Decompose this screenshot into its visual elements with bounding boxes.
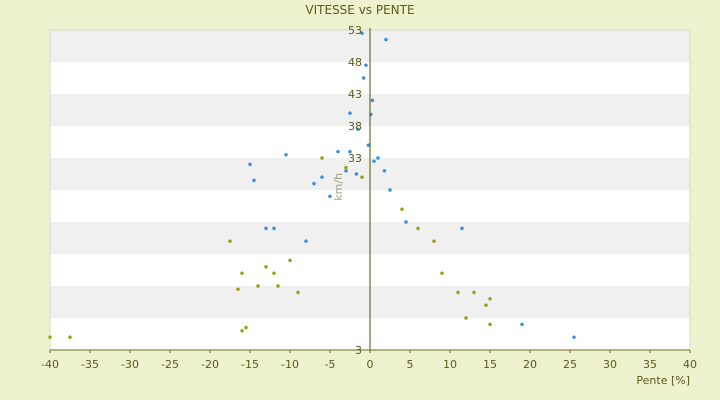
scatter-point — [320, 175, 324, 179]
x-tick-label: 25 — [563, 358, 577, 371]
scatter-point — [336, 149, 340, 154]
scatter-point — [440, 271, 444, 276]
scatter-point — [240, 271, 244, 276]
y-tick-label: 33 — [348, 152, 362, 165]
scatter-point — [228, 239, 232, 243]
y-tick-label: 43 — [348, 88, 362, 101]
scatter-point — [348, 111, 352, 115]
scatter-point — [370, 98, 375, 103]
scatter-point — [400, 207, 404, 211]
scatter-point — [320, 156, 324, 160]
scatter-point — [572, 335, 576, 340]
scatter-point — [356, 127, 360, 131]
scatter-point — [384, 37, 388, 42]
scatter-point — [264, 264, 268, 269]
y-tick-label: 53 — [348, 24, 362, 37]
scatter-point — [488, 322, 492, 327]
scatter-point — [288, 258, 292, 263]
x-tick-labels: -40 -35 -30 -25 -20 -15 -10 -5 0 5 10 15 20 25 30 35 40 — [41, 350, 697, 371]
scatter-point — [388, 188, 392, 192]
x-tick-label: 35 — [643, 358, 657, 371]
scatter-point — [304, 239, 308, 243]
scatter-point — [360, 31, 364, 36]
scatter-point — [456, 290, 460, 295]
scatter-point — [344, 165, 348, 170]
y-tick-label: 3 — [355, 344, 362, 357]
scatter-point — [264, 226, 268, 231]
scatter-point — [488, 296, 492, 301]
x-tick-label: -40 — [41, 358, 59, 371]
data-points — [48, 31, 576, 340]
x-tick-label: -25 — [161, 358, 179, 371]
scatter-point — [284, 152, 288, 157]
scatter-point — [484, 303, 488, 308]
x-tick-label: 5 — [407, 358, 414, 371]
scatter-point — [460, 226, 464, 231]
scatter-point — [360, 175, 364, 179]
scatter-point — [404, 220, 408, 224]
scatter-point — [272, 226, 276, 231]
scatter-point — [376, 156, 380, 160]
scatter-point — [244, 325, 248, 330]
x-tick-label: 15 — [483, 358, 497, 371]
x-tick-label: 20 — [523, 358, 537, 371]
x-tick-label: 40 — [683, 358, 697, 371]
x-tick-label: -10 — [281, 358, 299, 371]
scatter-point — [248, 162, 252, 167]
scatter-point — [48, 335, 52, 340]
scatter-point — [382, 168, 387, 173]
scatter-point — [520, 322, 524, 327]
x-tick-label: -30 — [121, 358, 139, 371]
x-tick-label: -5 — [325, 358, 336, 371]
y-axis-label: km/h — [332, 173, 345, 201]
x-tick-label: 0 — [367, 358, 374, 371]
scatter-point — [464, 316, 468, 320]
scatter-point — [312, 181, 316, 186]
y-tick-label: 48 — [348, 56, 362, 69]
scatter-point — [256, 284, 260, 288]
scatter-point — [236, 287, 240, 292]
scatter-point — [432, 239, 436, 243]
scatter-point — [68, 335, 72, 340]
scatter-point — [240, 328, 244, 333]
scatter-point — [372, 159, 376, 163]
scatter-point — [361, 76, 366, 80]
scatter-point — [348, 149, 352, 154]
x-axis-label: Pente [%] — [636, 374, 690, 387]
chart-title: VITESSE vs PENTE — [305, 3, 414, 17]
scatter-point — [296, 290, 300, 295]
x-tick-label: -15 — [241, 358, 259, 371]
x-tick-label: -35 — [81, 358, 99, 371]
scatter-point — [276, 284, 280, 288]
x-tick-label: 30 — [603, 358, 617, 371]
scatter-point — [472, 290, 476, 295]
x-tick-label: -20 — [201, 358, 219, 371]
scatter-point — [354, 172, 359, 176]
y-tick-label: 38 — [348, 120, 362, 133]
scatter-point — [272, 271, 276, 276]
scatter-point — [344, 168, 348, 173]
scatter-point — [252, 178, 256, 183]
scatter-point — [364, 63, 368, 67]
x-tick-label: 10 — [443, 358, 457, 371]
scatter-point — [328, 194, 332, 199]
scatter-point — [416, 226, 420, 231]
